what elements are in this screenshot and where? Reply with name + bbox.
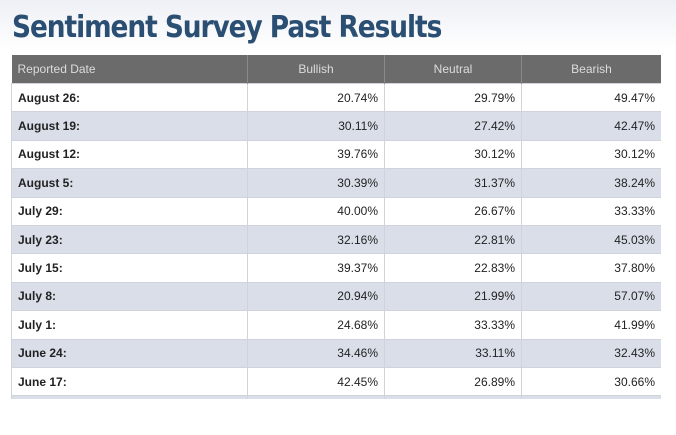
value-cell: 32.16% <box>247 224 385 255</box>
value-cell: 24.68% <box>247 310 385 340</box>
table-body: August 26: 20.74% 29.79% 49.47% August 19: 30… <box>11 82 661 399</box>
table-row <box>11 395 661 399</box>
value-cell: 30.39% <box>247 168 385 198</box>
value-cell: 27.42% <box>384 111 522 141</box>
table-row: August 19: 30.11% 27.42% 42.47% <box>11 111 661 141</box>
value-cell: 26.89% <box>384 366 522 397</box>
value-cell: 22.83% <box>384 253 522 283</box>
date-cell: June 24: <box>11 338 248 368</box>
table-row: August 26: 20.74% 29.79% 49.47% <box>11 82 661 113</box>
empty-cell <box>521 395 661 399</box>
value-cell: 40.00% <box>247 196 385 226</box>
date-cell: July 29: <box>11 196 248 226</box>
value-cell: 30.11% <box>247 111 385 141</box>
value-cell: 30.12% <box>384 139 522 170</box>
value-cell: 21.99% <box>384 281 522 312</box>
value-cell: 20.94% <box>247 281 385 312</box>
table-row: July 15: 39.37% 22.83% 37.80% <box>11 253 661 283</box>
page-title: Sentiment Survey Past Results <box>12 10 442 45</box>
value-cell: 32.43% <box>521 338 661 368</box>
table-row: August 12: 39.76% 30.12% 30.12% <box>11 139 661 170</box>
date-cell: July 15: <box>11 253 248 283</box>
value-cell: 33.11% <box>384 338 522 368</box>
value-cell: 29.79% <box>384 82 522 113</box>
value-cell: 31.37% <box>384 168 522 198</box>
date-cell: August 12: <box>11 139 248 170</box>
value-cell: 38.24% <box>521 168 661 198</box>
date-cell: July 23: <box>11 224 248 255</box>
value-cell: 42.45% <box>247 366 385 397</box>
value-cell: 30.66% <box>521 366 661 397</box>
column-header: Neutral <box>384 55 522 84</box>
date-cell: June 17: <box>11 366 248 397</box>
value-cell: 20.74% <box>247 82 385 113</box>
table-row: July 23: 32.16% 22.81% 45.03% <box>11 224 661 255</box>
empty-cell <box>247 395 385 399</box>
value-cell: 34.46% <box>247 338 385 368</box>
value-cell: 33.33% <box>521 196 661 226</box>
table-row: August 5: 30.39% 31.37% 38.24% <box>11 168 661 198</box>
value-cell: 33.33% <box>384 310 522 340</box>
value-cell: 49.47% <box>521 82 661 113</box>
value-cell: 22.81% <box>384 224 522 255</box>
column-header: Bearish <box>521 55 661 84</box>
date-cell: August 26: <box>11 82 248 113</box>
table-row: July 8: 20.94% 21.99% 57.07% <box>11 281 661 312</box>
table-container: Reported Date Bullish Neutral Bearish Augus… <box>11 55 661 399</box>
table-row: July 1: 24.68% 33.33% 41.99% <box>11 310 661 340</box>
column-header: Bullish <box>247 55 385 84</box>
header-row: Reported Date Bullish Neutral Bearish <box>11 55 661 84</box>
table-row: June 24: 34.46% 33.11% 32.43% <box>11 338 661 368</box>
table-row: July 29: 40.00% 26.67% 33.33% <box>11 196 661 226</box>
value-cell: 42.47% <box>521 111 661 141</box>
value-cell: 45.03% <box>521 224 661 255</box>
value-cell: 30.12% <box>521 139 661 170</box>
empty-cell <box>11 395 248 399</box>
value-cell: 39.37% <box>247 253 385 283</box>
value-cell: 39.76% <box>247 139 385 170</box>
value-cell: 57.07% <box>521 281 661 312</box>
empty-cell <box>384 395 522 399</box>
column-header: Reported Date <box>11 55 248 84</box>
date-cell: August 5: <box>11 168 248 198</box>
date-cell: August 19: <box>11 111 248 141</box>
value-cell: 26.67% <box>384 196 522 226</box>
value-cell: 37.80% <box>521 253 661 283</box>
value-cell: 41.99% <box>521 310 661 340</box>
results-table: Reported Date Bullish Neutral Bearish Augus… <box>11 55 661 399</box>
date-cell: July 8: <box>11 281 248 312</box>
table-row: June 17: 42.45% 26.89% 30.66% <box>11 366 661 397</box>
date-cell: July 1: <box>11 310 248 340</box>
